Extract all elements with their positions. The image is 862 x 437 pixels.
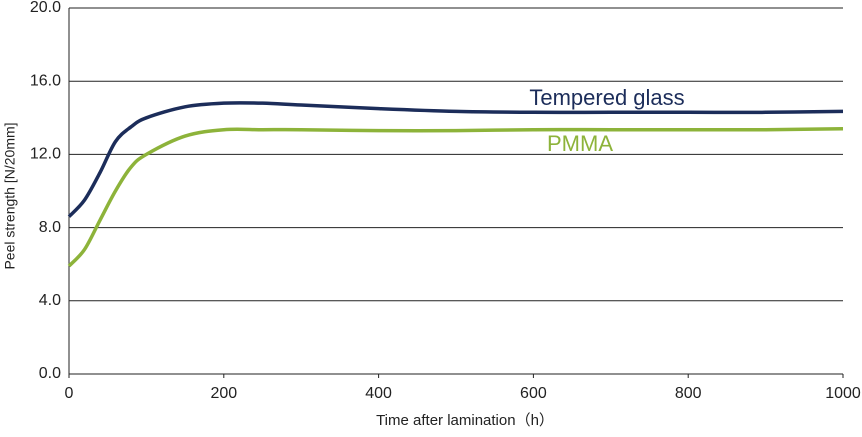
x-tick-label: 400 [365,385,392,402]
y-tick-label: 16.0 [30,72,61,89]
series-label: Tempered glass [529,85,684,110]
x-tick-label: 1000 [825,385,861,402]
y-tick-label: 20.0 [30,0,61,16]
y-axis-label: Peel strength [N/20mm] [2,122,18,269]
x-axis-label: Time after lamination（h） [376,412,554,429]
y-tick-label: 12.0 [30,146,61,163]
y-tick-label: 8.0 [39,219,61,236]
x-tick-label: 800 [675,385,702,402]
series-line [67,127,844,268]
x-tick-label: 200 [210,385,237,402]
series-label: PMMA [547,131,613,156]
y-tick-label: 4.0 [39,292,61,309]
x-tick-label: 600 [520,385,547,402]
x-tick-label: 0 [65,385,74,402]
y-tick-label: 0.0 [39,365,61,382]
series-line [67,101,844,218]
